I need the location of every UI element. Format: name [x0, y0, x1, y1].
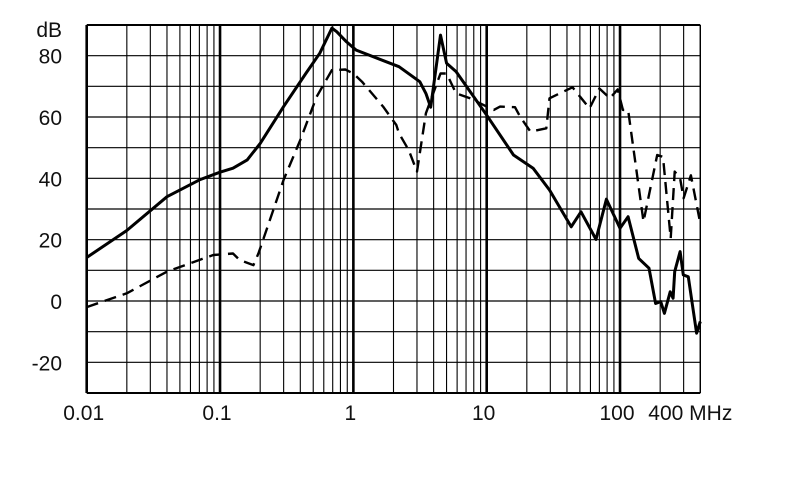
y-tick-label: 40	[39, 168, 62, 191]
y-tick-label: 20	[39, 230, 62, 253]
x-tick-label: 0.01	[63, 402, 104, 425]
x-tick-label: 100	[600, 402, 635, 425]
y-tick-label: 0	[50, 291, 62, 314]
grid	[85, 24, 701, 394]
y-tick-labels: -20 0 20 40 60 80	[32, 46, 62, 376]
y-axis-label: dB	[36, 19, 62, 42]
x-tick-label: 10	[472, 402, 495, 425]
y-tick-label: 60	[39, 107, 62, 130]
x-tick-labels: 0.01 0.1 1 10 100 400 MHz	[63, 402, 732, 425]
x-tick-label: 1	[345, 402, 357, 425]
dashed-series-line	[86, 68, 702, 309]
x-tick-label: 0.1	[202, 402, 231, 425]
x-tick-label: 400 MHz	[648, 402, 732, 425]
series-group	[85, 26, 702, 335]
y-tick-label: -20	[32, 352, 62, 375]
solid-series-line	[85, 26, 702, 335]
y-tick-label: 80	[39, 46, 62, 69]
